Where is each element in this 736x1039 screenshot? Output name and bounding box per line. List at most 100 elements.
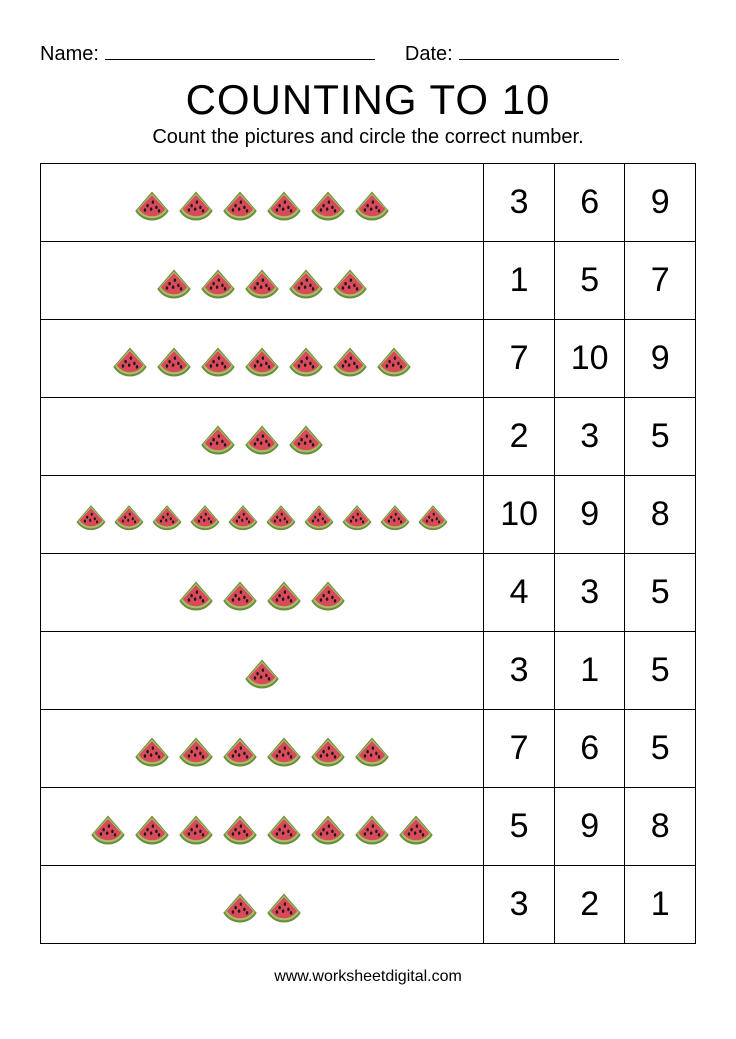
watermelon-icon: [306, 571, 350, 615]
header-row: Name: Date:: [40, 40, 696, 66]
page-title: COUNTING TO 10: [40, 76, 696, 124]
watermelon-icon: [306, 181, 350, 225]
table-row: 369: [41, 164, 696, 242]
picture-cell: [41, 632, 484, 710]
picture-cell: [41, 866, 484, 944]
watermelon-icon: [174, 181, 218, 225]
icon-row: [47, 259, 477, 303]
answer-option[interactable]: 2: [484, 398, 555, 476]
table-row: 1098: [41, 476, 696, 554]
icon-row: [47, 337, 477, 381]
icon-row: [47, 649, 477, 693]
table-row: 157: [41, 242, 696, 320]
answer-option[interactable]: 7: [484, 320, 555, 398]
watermelon-icon: [350, 727, 394, 771]
picture-cell: [41, 164, 484, 242]
watermelon-icon: [240, 649, 284, 693]
answer-option[interactable]: 5: [625, 710, 696, 788]
watermelon-icon: [284, 337, 328, 381]
watermelon-icon: [196, 337, 240, 381]
answer-option[interactable]: 1: [554, 632, 625, 710]
picture-cell: [41, 710, 484, 788]
table-row: 765: [41, 710, 696, 788]
picture-cell: [41, 398, 484, 476]
icon-row: [47, 727, 477, 771]
footer-url: www.worksheetdigital.com: [40, 968, 696, 986]
watermelon-icon: [262, 883, 306, 927]
answer-option[interactable]: 10: [554, 320, 625, 398]
watermelon-icon: [130, 181, 174, 225]
watermelon-icon: [218, 727, 262, 771]
watermelon-icon: [224, 496, 262, 534]
answer-option[interactable]: 2: [554, 866, 625, 944]
answer-option[interactable]: 9: [625, 164, 696, 242]
watermelon-icon: [262, 805, 306, 849]
date-label: Date:: [405, 43, 453, 66]
answer-option[interactable]: 5: [554, 242, 625, 320]
answer-option[interactable]: 9: [554, 476, 625, 554]
answer-option[interactable]: 6: [554, 710, 625, 788]
watermelon-icon: [186, 496, 224, 534]
answer-option[interactable]: 3: [484, 632, 555, 710]
answer-option[interactable]: 3: [554, 398, 625, 476]
answer-option[interactable]: 3: [484, 866, 555, 944]
watermelon-icon: [262, 181, 306, 225]
watermelon-icon: [376, 496, 414, 534]
watermelon-icon: [174, 805, 218, 849]
answer-option[interactable]: 9: [625, 320, 696, 398]
answer-option[interactable]: 7: [625, 242, 696, 320]
picture-cell: [41, 554, 484, 632]
watermelon-icon: [108, 337, 152, 381]
watermelon-icon: [284, 415, 328, 459]
answer-option[interactable]: 5: [625, 398, 696, 476]
answer-option[interactable]: 3: [554, 554, 625, 632]
watermelon-icon: [328, 259, 372, 303]
answer-option[interactable]: 5: [484, 788, 555, 866]
watermelon-icon: [174, 571, 218, 615]
picture-cell: [41, 242, 484, 320]
watermelon-icon: [152, 259, 196, 303]
answer-option[interactable]: 5: [625, 554, 696, 632]
date-blank-line[interactable]: [459, 40, 619, 60]
picture-cell: [41, 320, 484, 398]
picture-cell: [41, 476, 484, 554]
watermelon-icon: [130, 805, 174, 849]
watermelon-icon: [196, 415, 240, 459]
name-blank-line[interactable]: [105, 40, 375, 60]
answer-option[interactable]: 6: [554, 164, 625, 242]
icon-row: [47, 571, 477, 615]
answer-option[interactable]: 5: [625, 632, 696, 710]
watermelon-icon: [350, 181, 394, 225]
answer-option[interactable]: 10: [484, 476, 555, 554]
watermelon-icon: [262, 727, 306, 771]
watermelon-icon: [338, 496, 376, 534]
answer-option[interactable]: 8: [625, 788, 696, 866]
answer-option[interactable]: 4: [484, 554, 555, 632]
watermelon-icon: [110, 496, 148, 534]
counting-table: 369: [40, 163, 696, 944]
table-row: 435: [41, 554, 696, 632]
answer-option[interactable]: 1: [484, 242, 555, 320]
watermelon-icon: [148, 496, 186, 534]
table-row: 321: [41, 866, 696, 944]
answer-option[interactable]: 7: [484, 710, 555, 788]
icon-row: [47, 415, 477, 459]
watermelon-icon: [72, 496, 110, 534]
watermelon-icon: [218, 805, 262, 849]
page-subtitle: Count the pictures and circle the correc…: [40, 126, 696, 149]
watermelon-icon: [240, 259, 284, 303]
answer-option[interactable]: 9: [554, 788, 625, 866]
watermelon-icon: [306, 805, 350, 849]
watermelon-icon: [240, 337, 284, 381]
answer-option[interactable]: 8: [625, 476, 696, 554]
watermelon-icon: [196, 259, 240, 303]
watermelon-icon: [218, 571, 262, 615]
icon-row: [47, 181, 477, 225]
answer-option[interactable]: 3: [484, 164, 555, 242]
watermelon-icon: [218, 883, 262, 927]
picture-cell: [41, 788, 484, 866]
worksheet-page: Name: Date: COUNTING TO 10 Count the pic…: [0, 0, 736, 1006]
watermelon-icon: [372, 337, 416, 381]
answer-option[interactable]: 1: [625, 866, 696, 944]
watermelon-icon: [306, 727, 350, 771]
